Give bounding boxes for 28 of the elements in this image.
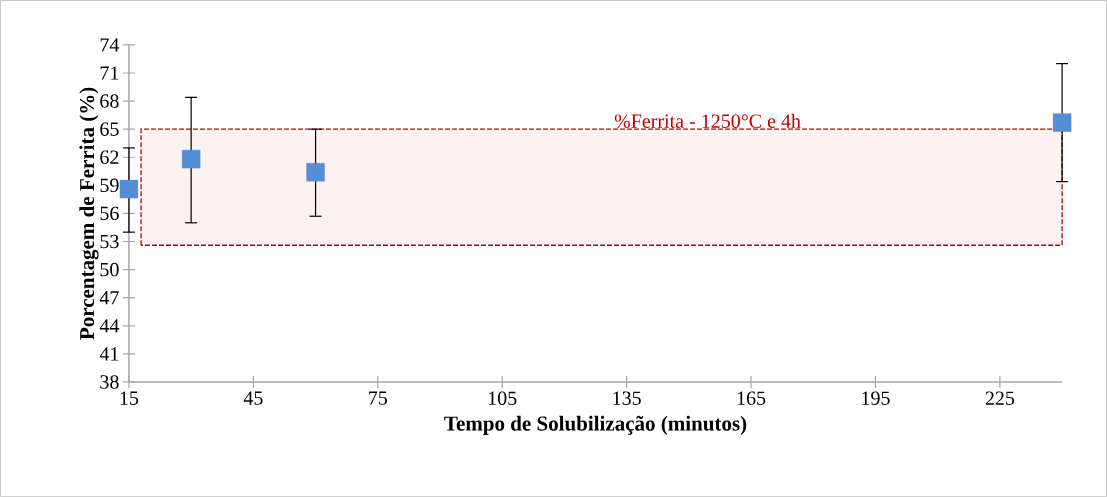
- x-tick-label: 15: [120, 391, 139, 405]
- y-tick-label: 53: [100, 234, 119, 249]
- y-tick-label: 44: [99, 319, 120, 333]
- y-tick-label: 47: [99, 291, 119, 305]
- y-tick-label: 65: [100, 122, 119, 136]
- band-label: %Ferrita - 1250°C e 4h: [614, 113, 801, 129]
- x-tick-label: 195: [862, 391, 890, 405]
- y-tick-label: 56: [100, 206, 119, 221]
- point: [306, 163, 325, 182]
- x-tick-label: 135: [613, 391, 641, 405]
- y-tick-label: 59: [100, 178, 119, 193]
- x-tick-label: 225: [985, 391, 1015, 405]
- y-tick-label: 62: [100, 150, 119, 165]
- point: [119, 179, 139, 199]
- x-tick-label: 75: [369, 391, 387, 405]
- point: [181, 149, 201, 169]
- y-tick-label: 68: [100, 94, 119, 108]
- x-axis-title: Tempo de Solubilização (minutos): [444, 415, 747, 435]
- x-tick-label: 165: [737, 391, 766, 405]
- y-tick-label: 50: [100, 262, 119, 277]
- x-tick-label: 45: [243, 391, 263, 405]
- x-tick-label: 105: [488, 391, 517, 406]
- y-tick-label: 38: [100, 375, 119, 389]
- y-tick-label: 41: [99, 347, 119, 361]
- y-tick-label: 74: [100, 38, 120, 52]
- y-tick-label: 71: [100, 66, 119, 80]
- point: [1052, 113, 1072, 132]
- y-axis-title: Porcentagem de Ferrita (%): [79, 87, 99, 340]
